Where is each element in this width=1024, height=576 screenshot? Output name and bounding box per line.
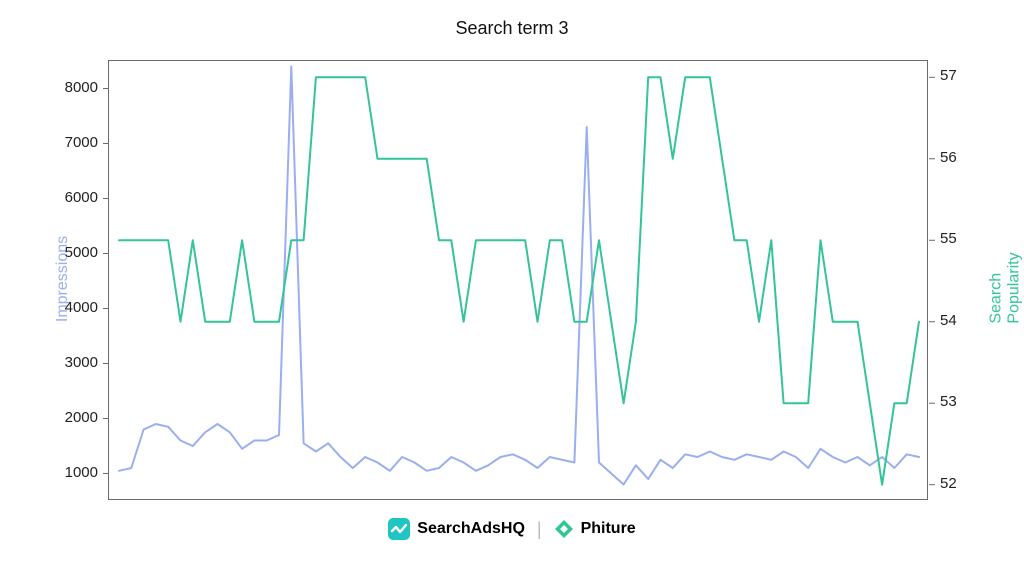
chart-container: Search term 3 Impressions Search Popular…: [0, 0, 1024, 576]
searchadshq-icon: [388, 518, 410, 540]
brand-searchadshq: SearchAdsHQ: [388, 518, 525, 540]
brand-phiture: Phiture: [554, 519, 636, 539]
chart-footer: SearchAdsHQ | Phiture: [0, 518, 1024, 540]
chart-plot-area: [108, 60, 928, 500]
y-right-tick: 53: [940, 393, 957, 410]
y-left-tick: 7000: [65, 134, 98, 151]
chart-title: Search term 3: [0, 18, 1024, 39]
y-left-tick: 3000: [65, 354, 98, 371]
brand-phiture-label: Phiture: [581, 520, 636, 538]
y-right-axis-label: Search Popularity: [988, 252, 1024, 323]
y-left-tick: 4000: [65, 299, 98, 316]
y-right-tick: 54: [940, 312, 957, 329]
y-left-tick: 2000: [65, 409, 98, 426]
y-right-tick: 56: [940, 149, 957, 166]
brand-separator: |: [537, 519, 542, 540]
phiture-icon: [554, 519, 574, 539]
y-left-tick: 5000: [65, 244, 98, 261]
y-left-tick: 6000: [65, 189, 98, 206]
brand-searchadshq-label: SearchAdsHQ: [417, 520, 525, 538]
y-right-tick: 55: [940, 230, 957, 247]
y-left-tick: 1000: [65, 464, 98, 481]
y-left-tick: 8000: [65, 79, 98, 96]
y-right-tick: 52: [940, 475, 957, 492]
y-right-tick: 57: [940, 67, 957, 84]
